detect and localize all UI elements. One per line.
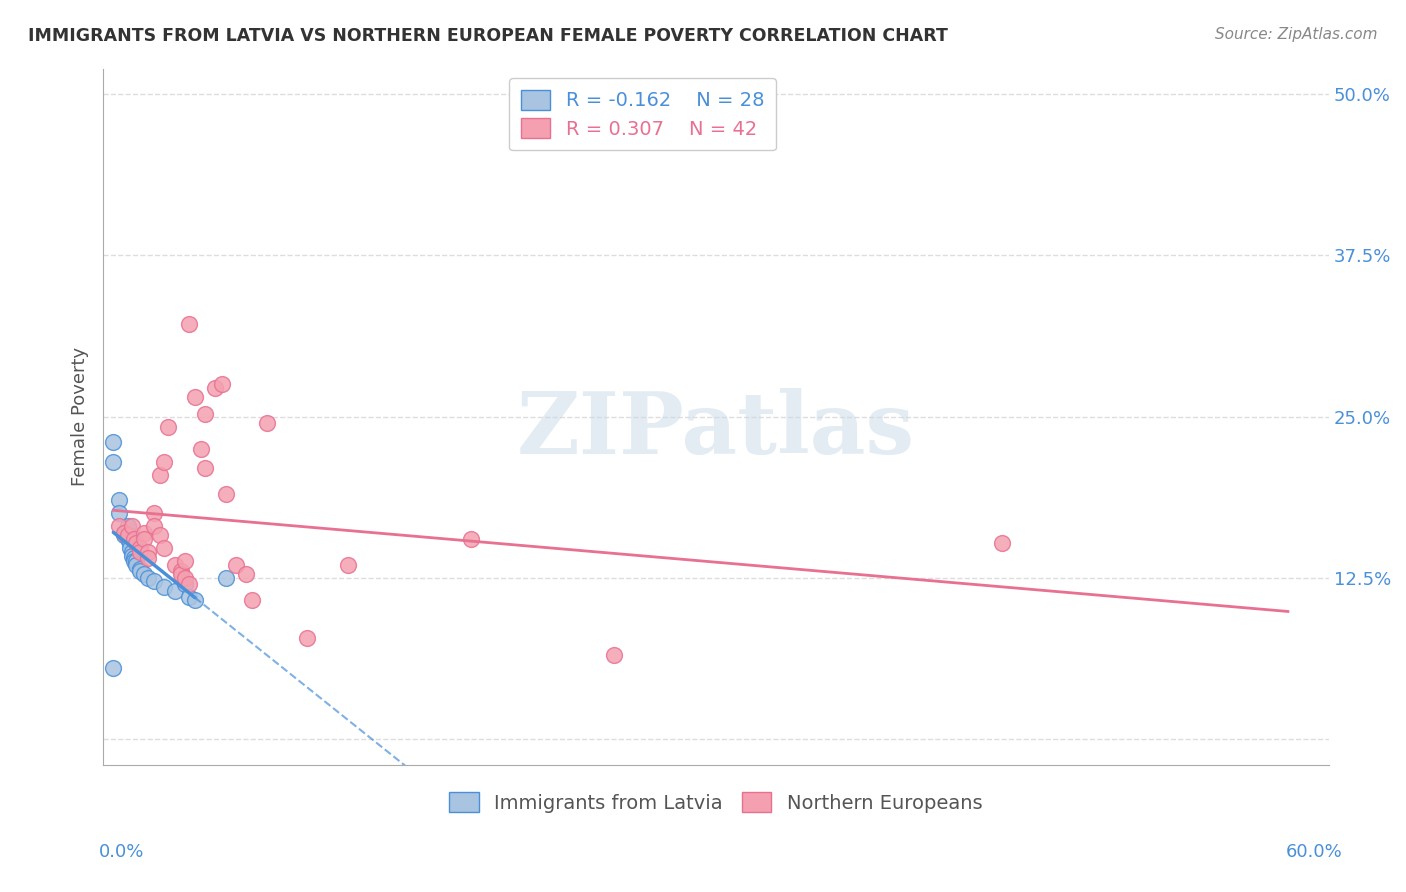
Point: [108, 493, 131, 508]
Text: IMMIGRANTS FROM LATVIA VS NORTHERN EUROPEAN FEMALE POVERTY CORRELATION CHART: IMMIGRANTS FROM LATVIA VS NORTHERN EUROP…: [28, 27, 948, 45]
Point: [215, 571, 238, 585]
Point: [108, 519, 131, 533]
Point: [125, 536, 148, 550]
Point: [132, 566, 155, 581]
Point: [153, 541, 176, 555]
Text: 0.0%: 0.0%: [98, 843, 143, 861]
Point: [121, 549, 143, 563]
Point: [117, 532, 139, 546]
Point: [170, 566, 193, 581]
Text: Source: ZipAtlas.com: Source: ZipAtlas.com: [1215, 27, 1378, 42]
Point: [103, 435, 125, 450]
Point: [112, 528, 135, 542]
Point: [118, 536, 141, 550]
Point: [184, 592, 207, 607]
Point: [129, 541, 152, 555]
Point: [297, 631, 319, 645]
Point: [125, 554, 148, 568]
Point: [184, 390, 207, 404]
Y-axis label: Female Poverty: Female Poverty: [72, 347, 89, 486]
Point: [225, 558, 247, 572]
Point: [177, 590, 200, 604]
Point: [991, 536, 1014, 550]
Point: [163, 558, 186, 572]
Point: [129, 545, 152, 559]
Point: [215, 487, 238, 501]
Legend: Immigrants from Latvia, Northern Europeans: Immigrants from Latvia, Northern Europea…: [437, 780, 994, 824]
Point: [235, 566, 257, 581]
Point: [112, 525, 135, 540]
Point: [118, 541, 141, 555]
Point: [163, 583, 186, 598]
Point: [103, 661, 125, 675]
Point: [143, 506, 166, 520]
Point: [117, 519, 139, 533]
Point: [177, 577, 200, 591]
Point: [194, 407, 217, 421]
Point: [117, 528, 139, 542]
Point: [337, 558, 360, 572]
Point: [204, 381, 226, 395]
Point: [149, 467, 172, 482]
Point: [121, 519, 143, 533]
Point: [122, 554, 145, 568]
Point: [132, 525, 155, 540]
Text: 60.0%: 60.0%: [1286, 843, 1343, 861]
Point: [112, 525, 135, 540]
Point: [173, 554, 195, 568]
Point: [136, 551, 159, 566]
Point: [121, 545, 143, 559]
Point: [136, 545, 159, 559]
Point: [153, 455, 176, 469]
Point: [125, 558, 148, 572]
Point: [122, 532, 145, 546]
Point: [153, 580, 176, 594]
Point: [136, 571, 159, 585]
Point: [256, 416, 278, 430]
Point: [240, 592, 263, 607]
Point: [143, 519, 166, 533]
Text: ZIPatlas: ZIPatlas: [517, 388, 915, 473]
Point: [173, 577, 195, 591]
Point: [129, 561, 152, 575]
Point: [603, 648, 626, 662]
Point: [157, 420, 180, 434]
Point: [460, 532, 482, 546]
Point: [122, 551, 145, 566]
Point: [190, 442, 212, 456]
Point: [108, 506, 131, 520]
Point: [129, 564, 152, 578]
Point: [149, 528, 172, 542]
Point: [132, 532, 155, 546]
Point: [173, 571, 195, 585]
Point: [103, 455, 125, 469]
Point: [143, 574, 166, 589]
Point: [211, 377, 233, 392]
Point: [170, 564, 193, 578]
Point: [177, 317, 200, 331]
Point: [194, 461, 217, 475]
